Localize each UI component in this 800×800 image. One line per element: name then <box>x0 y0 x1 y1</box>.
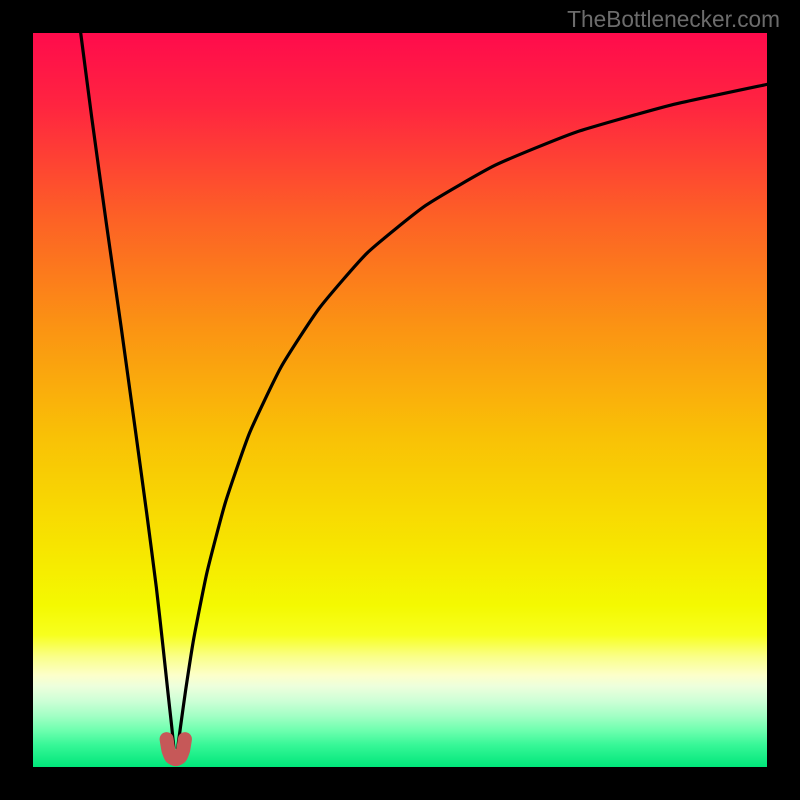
curve-layer <box>33 33 767 767</box>
curve-right-branch <box>178 84 767 748</box>
watermark-text: TheBottlenecker.com <box>567 6 780 33</box>
cusp-u-marker <box>167 739 185 759</box>
curve-left-branch <box>81 33 174 749</box>
plot-area <box>33 33 767 767</box>
